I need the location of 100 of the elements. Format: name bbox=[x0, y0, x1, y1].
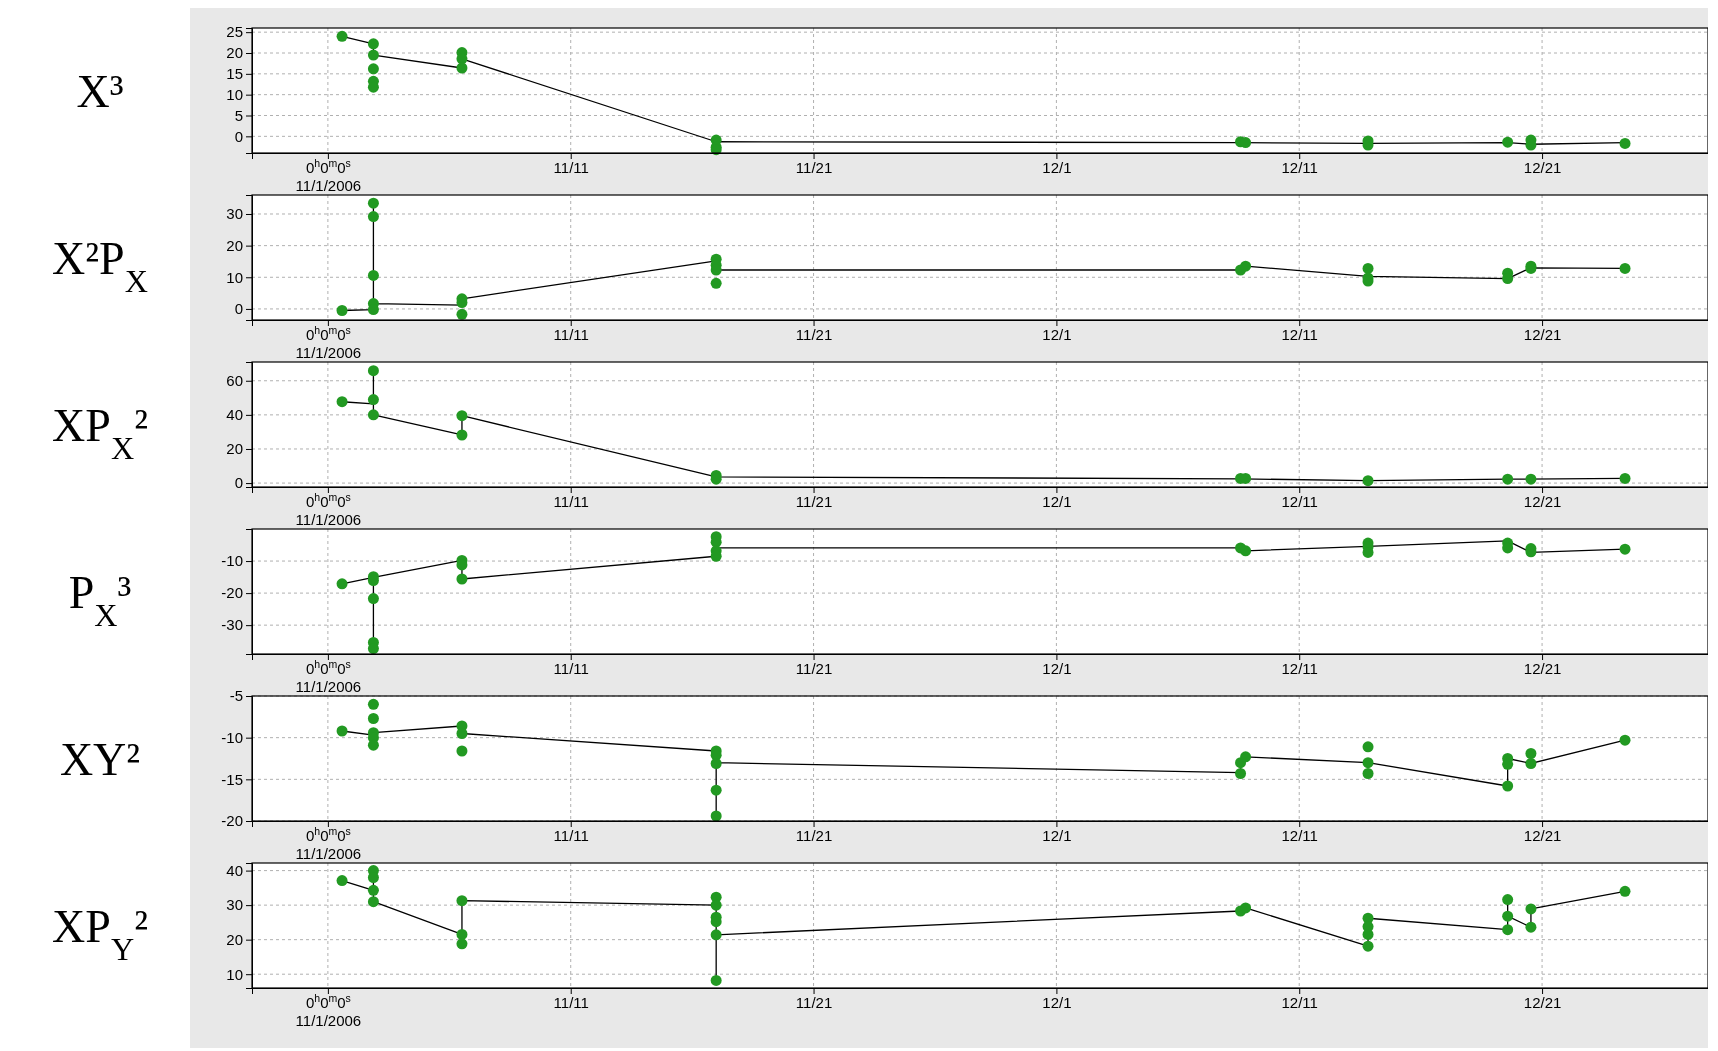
y-tick-label: 0 bbox=[234, 127, 243, 145]
point bbox=[367, 713, 379, 724]
point bbox=[1619, 472, 1631, 484]
point bbox=[1240, 902, 1252, 914]
y-axis-title: X³ bbox=[76, 65, 124, 117]
x-tick-label: 12/1 bbox=[1042, 993, 1072, 1011]
y-tick-label: 30 bbox=[226, 205, 243, 223]
point bbox=[336, 305, 348, 317]
x-tick-label: 0$^{h}$0$^{m}$0$^{s}$ 11/1/2006 bbox=[295, 824, 362, 862]
point bbox=[456, 928, 468, 940]
y-axis-title: XP$_{Y}$² bbox=[52, 900, 148, 967]
point bbox=[367, 698, 379, 710]
point bbox=[1362, 940, 1374, 952]
point bbox=[456, 410, 468, 422]
y-tick-label: 20 bbox=[226, 44, 243, 62]
x-tick-label: 11/21 bbox=[795, 325, 833, 343]
x-tick-label: 0$^{h}$0$^{m}$0$^{s}$ 11/1/2006 bbox=[295, 156, 362, 194]
point bbox=[456, 728, 468, 739]
x-tick-label: 11/11 bbox=[553, 325, 589, 343]
y-tick-label: 10 bbox=[226, 268, 243, 286]
point bbox=[367, 38, 379, 50]
point bbox=[1362, 741, 1374, 753]
x-tick-label: 0$^{h}$0$^{m}$0$^{s}$ 11/1/2006 bbox=[295, 657, 362, 695]
point bbox=[367, 211, 379, 223]
x-tick-label: 0$^{h}$0$^{m}$0$^{s}$ 11/1/2006 bbox=[295, 991, 362, 1029]
point bbox=[367, 49, 379, 61]
point bbox=[367, 884, 379, 896]
y-tick-label: -20 bbox=[221, 812, 243, 830]
point bbox=[1502, 910, 1514, 922]
x-tick-label: 11/21 bbox=[795, 659, 833, 677]
y-tick-label: -10 bbox=[221, 552, 243, 570]
x-tick-label: 11/11 bbox=[553, 659, 589, 677]
point bbox=[367, 269, 379, 281]
y-tick-label: 40 bbox=[226, 406, 243, 424]
point bbox=[1619, 262, 1631, 274]
point bbox=[1502, 924, 1514, 936]
x-tick-label: 12/11 bbox=[1281, 993, 1318, 1011]
point bbox=[1502, 136, 1514, 148]
point bbox=[367, 394, 379, 406]
x-tick-label: 11/21 bbox=[795, 158, 833, 176]
point bbox=[367, 365, 379, 377]
y-tick-label: 25 bbox=[226, 23, 243, 41]
y-tick-label: -10 bbox=[221, 728, 243, 746]
y-tick-label: 20 bbox=[226, 440, 243, 458]
point bbox=[1525, 748, 1537, 759]
y-tick-label: 60 bbox=[226, 372, 243, 390]
point bbox=[1619, 885, 1631, 897]
y-tick-label: 0 bbox=[234, 300, 243, 318]
x-tick-label: 12/21 bbox=[1523, 492, 1562, 510]
x-tick-label: 11/21 bbox=[795, 492, 833, 510]
y-tick-label: 15 bbox=[226, 65, 243, 83]
x-tick-label: 0$^{h}$0$^{m}$0$^{s}$ 11/1/2006 bbox=[295, 490, 362, 528]
point bbox=[1235, 768, 1247, 779]
point bbox=[336, 396, 348, 408]
x-tick-label: 12/11 bbox=[1281, 158, 1318, 176]
y-tick-label: 5 bbox=[234, 106, 243, 124]
point bbox=[336, 578, 348, 590]
y-tick-label: -30 bbox=[221, 616, 243, 634]
x-tick-label: 11/21 bbox=[795, 826, 833, 844]
y-axis-title: XP$_{X}$² bbox=[52, 399, 148, 466]
point bbox=[367, 409, 379, 421]
x-tick-label: 11/21 bbox=[795, 993, 833, 1011]
y-tick-label: 20 bbox=[226, 930, 243, 948]
point bbox=[1619, 543, 1631, 555]
point bbox=[456, 308, 468, 320]
point bbox=[1525, 758, 1537, 769]
point bbox=[1619, 734, 1631, 746]
point bbox=[710, 784, 722, 796]
point bbox=[1362, 475, 1374, 487]
y-tick-label: 30 bbox=[226, 896, 243, 914]
y-tick-label: -20 bbox=[221, 584, 243, 602]
y-tick-label: 20 bbox=[226, 236, 243, 254]
point bbox=[456, 429, 468, 441]
x-tick-label: 12/21 bbox=[1523, 993, 1562, 1011]
point bbox=[1502, 780, 1514, 792]
x-tick-label: 12/11 bbox=[1281, 659, 1318, 677]
point bbox=[1362, 262, 1374, 274]
point bbox=[456, 938, 468, 950]
x-tick-label: 12/1 bbox=[1042, 659, 1072, 677]
y-tick-label: 0 bbox=[234, 474, 243, 492]
point bbox=[1240, 545, 1252, 557]
y-axis-title: XY² bbox=[59, 733, 141, 785]
point bbox=[710, 758, 722, 769]
x-tick-label: 12/11 bbox=[1281, 325, 1318, 343]
x-tick-label: 11/11 bbox=[553, 826, 589, 844]
point bbox=[1240, 751, 1252, 763]
x-tick-label: 12/21 bbox=[1523, 158, 1562, 176]
y-tick-label: 40 bbox=[226, 861, 243, 879]
point bbox=[710, 277, 722, 289]
point bbox=[1525, 921, 1537, 933]
y-tick-label: -15 bbox=[221, 770, 243, 788]
point bbox=[1525, 473, 1537, 485]
point bbox=[1240, 260, 1252, 272]
x-tick-label: 12/1 bbox=[1042, 325, 1072, 343]
point bbox=[1362, 768, 1374, 779]
x-tick-label: 12/1 bbox=[1042, 826, 1072, 844]
point bbox=[1525, 903, 1537, 915]
x-tick-label: 12/21 bbox=[1523, 659, 1562, 677]
point bbox=[1502, 894, 1514, 906]
x-tick-label: 11/11 bbox=[553, 158, 589, 176]
